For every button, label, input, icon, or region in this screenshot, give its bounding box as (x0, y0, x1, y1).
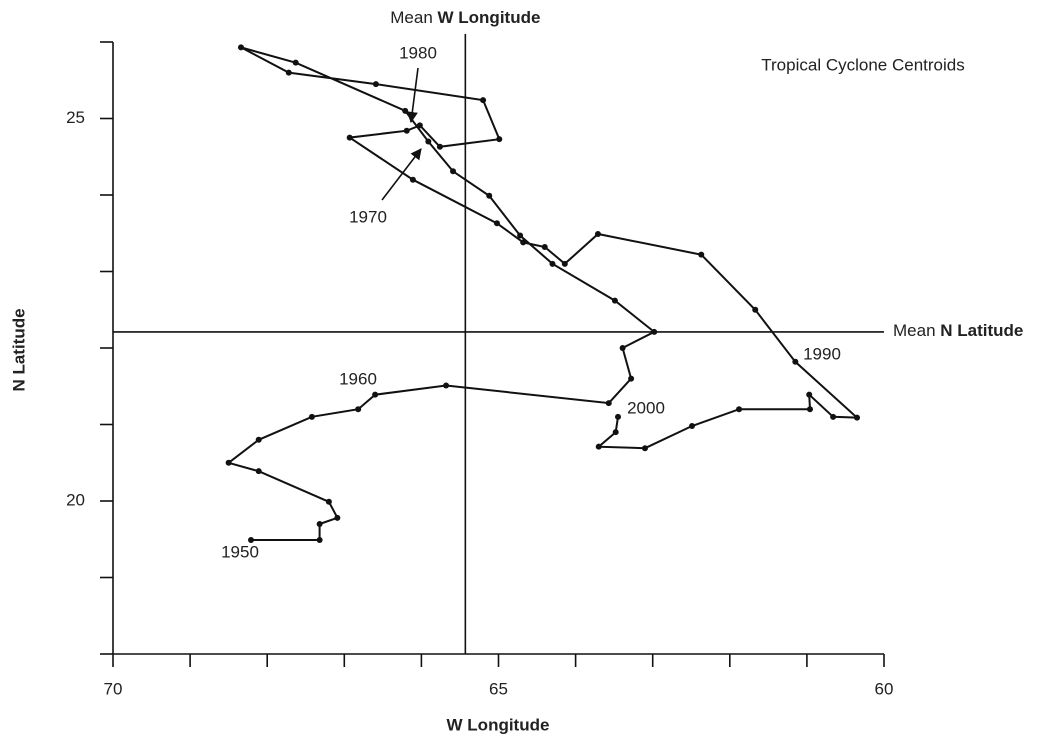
point (436, 143, 443, 150)
point (619, 345, 626, 351)
point (292, 59, 299, 66)
mean-prefix: Mean (893, 321, 936, 340)
point (594, 231, 601, 238)
year-annotation: 1950 (221, 542, 259, 561)
point (443, 382, 450, 389)
point (316, 537, 323, 544)
point (806, 406, 813, 413)
x-tick-label: 70 (104, 679, 123, 698)
mean-longitude-label: Mean W Longitude (390, 8, 540, 27)
point (595, 443, 602, 450)
point (628, 375, 635, 382)
track-line (226, 46, 860, 541)
x-tick-label: 65 (489, 679, 508, 698)
y-tick-label: 25 (66, 108, 85, 127)
point (611, 297, 618, 304)
annotation-arrow (406, 67, 419, 124)
y-tick-label: 20 (66, 490, 85, 509)
point (615, 413, 622, 420)
point (541, 244, 548, 251)
mean-latitude-label: Mean N Latitude (893, 321, 1023, 340)
point (308, 413, 315, 420)
point (561, 260, 568, 267)
y-axis-label: N Latitude (9, 308, 28, 391)
point (605, 400, 612, 407)
point (651, 328, 658, 335)
point (346, 134, 353, 141)
point (830, 413, 837, 420)
mean-bold: N Latitude (940, 321, 1023, 340)
point (612, 429, 619, 436)
point (355, 406, 362, 413)
point (409, 176, 416, 183)
chart-title: Tropical Cyclone Centroids (761, 55, 964, 74)
point (641, 445, 648, 452)
point (372, 81, 379, 88)
mean-bold: W Longitude (438, 8, 541, 27)
point (316, 520, 323, 527)
x-tick-label: 60 (875, 679, 894, 698)
year-annotation: 1970 (349, 207, 387, 226)
point (480, 97, 487, 104)
annotation-arrow (381, 148, 422, 201)
point (416, 122, 423, 129)
year-annotation: 1960 (339, 369, 377, 388)
mean-prefix: Mean (390, 8, 433, 27)
point (549, 260, 556, 267)
year-annotation: 1980 (399, 43, 437, 62)
point (425, 138, 432, 145)
year-annotation: 2000 (627, 398, 665, 417)
point (255, 468, 262, 475)
point (334, 514, 341, 521)
point (255, 436, 262, 443)
point (325, 498, 332, 505)
point (225, 459, 232, 466)
point (854, 414, 861, 421)
point (792, 358, 799, 365)
point (248, 537, 255, 544)
point (493, 220, 500, 227)
point (520, 239, 527, 246)
point (689, 423, 696, 430)
point (402, 107, 409, 114)
point (450, 168, 457, 175)
point (285, 69, 292, 76)
point (237, 44, 244, 51)
point (736, 406, 743, 413)
point (496, 136, 503, 143)
point (698, 251, 705, 258)
point (372, 391, 379, 398)
point (486, 192, 493, 199)
point (403, 127, 410, 134)
year-annotation: 1990 (803, 344, 841, 363)
point (517, 232, 524, 239)
point (752, 306, 759, 313)
x-axis-label: W Longitude (447, 715, 550, 734)
point (806, 391, 813, 398)
